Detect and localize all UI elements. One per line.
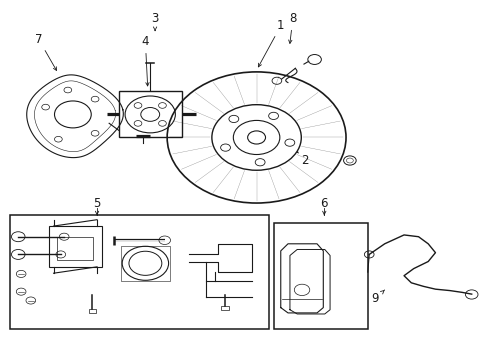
Bar xyxy=(273,222,367,329)
Bar xyxy=(221,306,228,310)
Bar xyxy=(89,309,95,313)
Bar xyxy=(121,246,169,281)
Bar xyxy=(10,215,268,329)
Text: 3: 3 xyxy=(151,12,159,25)
Text: 9: 9 xyxy=(370,292,378,305)
Text: 1: 1 xyxy=(276,19,284,32)
Bar xyxy=(119,91,181,138)
Text: 2: 2 xyxy=(301,154,308,167)
Text: 8: 8 xyxy=(288,12,296,25)
Text: 5: 5 xyxy=(93,197,101,210)
Bar xyxy=(57,237,93,260)
Text: 7: 7 xyxy=(35,33,42,46)
Bar xyxy=(49,226,102,267)
Text: 4: 4 xyxy=(142,35,149,48)
Circle shape xyxy=(211,105,301,170)
Text: 6: 6 xyxy=(320,197,327,210)
